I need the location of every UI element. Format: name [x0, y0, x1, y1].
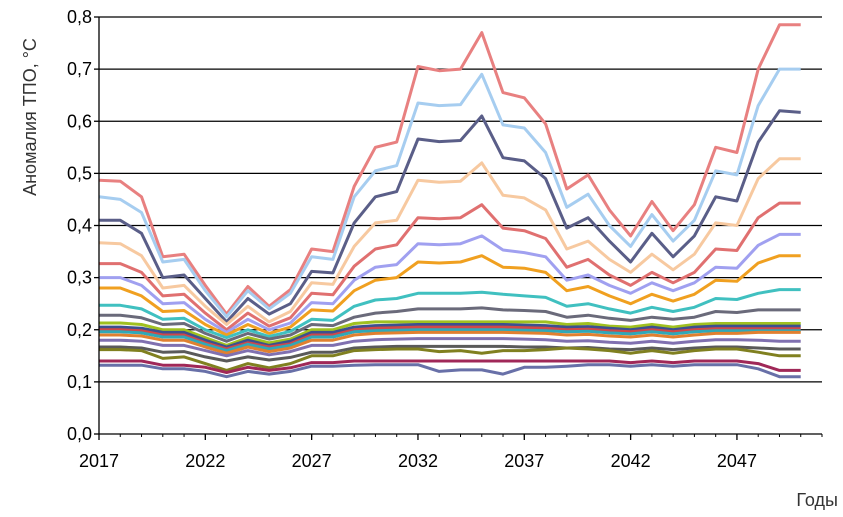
x-tick-label: 2022: [185, 451, 225, 471]
series-line-18: [99, 359, 801, 374]
y-tick-label: 0,1: [67, 372, 92, 392]
series-line-5: [99, 201, 801, 332]
series-line-6: [99, 232, 801, 334]
series-line-14: [99, 330, 801, 355]
series-line-9: [99, 306, 801, 343]
x-tick-labels: 2017 2022 2027 2032 2037 2042 2047: [79, 451, 757, 471]
y-tick-label: 0,6: [67, 111, 92, 131]
y-tick-label: 0,0: [67, 424, 92, 444]
x-tick-label: 2037: [504, 451, 544, 471]
y-tick-label: 0,8: [67, 7, 92, 27]
y-tick-label: 0,7: [67, 59, 92, 79]
x-tick-label: 2047: [717, 451, 757, 471]
x-tick-label: 2027: [292, 451, 332, 471]
series-line-15: [99, 337, 801, 358]
y-tick-label: 0,4: [67, 216, 92, 236]
series-lines: [98, 23, 801, 379]
y-tick-labels: 0,0 0,1 0,2 0,3 0,4 0,5 0,6 0,7 0,8: [67, 7, 92, 444]
series-line-11: [99, 323, 801, 349]
series-line-13: [99, 328, 801, 353]
series-line-16: [99, 344, 801, 363]
x-tick-label: 2042: [611, 451, 651, 471]
y-axis-title: Аномалия ТПО, °С: [20, 38, 40, 196]
series-line-10: [99, 320, 801, 347]
y-tick-label: 0,3: [67, 268, 92, 288]
series-line-17: [99, 346, 801, 372]
x-tick-label: 2032: [398, 451, 438, 471]
series-line-8: [99, 288, 801, 340]
series-line-4: [98, 157, 801, 326]
series-line-1: [98, 23, 801, 316]
series-line-2: [98, 67, 801, 319]
series-line-3: [99, 109, 801, 324]
axes: [94, 16, 823, 440]
y-tick-label: 0,2: [67, 320, 92, 340]
series-line-7: [99, 254, 801, 337]
y-tick-label: 0,5: [67, 163, 92, 183]
x-tick-label: 2017: [79, 451, 119, 471]
x-axis-title: Годы: [796, 490, 838, 510]
series-line-19: [99, 363, 801, 379]
